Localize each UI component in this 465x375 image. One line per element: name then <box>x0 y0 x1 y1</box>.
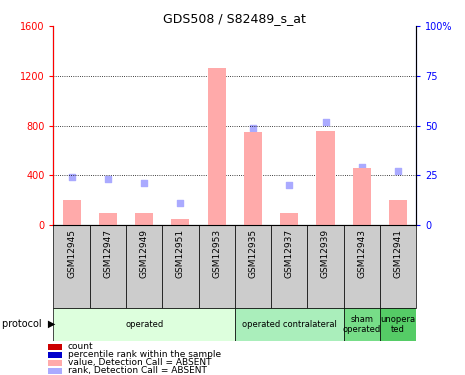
Point <box>68 174 75 180</box>
Bar <box>162 225 199 308</box>
Text: operated contralateral: operated contralateral <box>242 320 337 329</box>
Text: GSM12953: GSM12953 <box>212 229 221 278</box>
Bar <box>389 200 407 225</box>
Bar <box>126 225 162 308</box>
Bar <box>316 130 334 225</box>
Text: GSM12935: GSM12935 <box>248 229 258 278</box>
Text: value, Detection Call = ABSENT: value, Detection Call = ABSENT <box>68 358 212 367</box>
Text: GSM12949: GSM12949 <box>140 229 149 278</box>
Bar <box>171 219 189 225</box>
Text: GSM12937: GSM12937 <box>285 229 294 278</box>
Point <box>249 124 257 130</box>
Text: GSM12945: GSM12945 <box>67 229 76 278</box>
Bar <box>48 368 62 374</box>
Bar <box>90 225 126 308</box>
Bar <box>380 225 416 308</box>
Bar <box>48 360 62 366</box>
Bar <box>352 168 371 225</box>
Bar <box>307 225 344 308</box>
Bar <box>48 352 62 358</box>
Point <box>104 176 112 182</box>
Point <box>286 182 293 188</box>
Bar <box>344 308 380 341</box>
Bar <box>199 225 235 308</box>
Point <box>177 200 184 206</box>
Bar <box>280 213 298 225</box>
Point <box>140 180 148 186</box>
Text: count: count <box>68 342 93 351</box>
Text: GSM12941: GSM12941 <box>393 229 403 278</box>
Text: sham
operated: sham operated <box>343 315 381 334</box>
Bar <box>53 308 235 341</box>
Bar <box>62 200 81 225</box>
Title: GDS508 / S82489_s_at: GDS508 / S82489_s_at <box>163 12 306 25</box>
Bar <box>244 132 262 225</box>
Text: GSM12943: GSM12943 <box>357 229 366 278</box>
Point <box>213 112 220 118</box>
Text: GSM12947: GSM12947 <box>103 229 113 278</box>
Point <box>322 118 329 124</box>
Text: protocol  ▶: protocol ▶ <box>2 320 56 329</box>
Bar <box>135 213 153 225</box>
Bar <box>380 308 416 341</box>
Point <box>358 164 365 170</box>
Point <box>394 168 402 174</box>
Bar <box>344 225 380 308</box>
Bar <box>99 213 117 225</box>
Bar <box>235 225 271 308</box>
Text: GSM12939: GSM12939 <box>321 229 330 278</box>
Bar <box>48 344 62 350</box>
Text: percentile rank within the sample: percentile rank within the sample <box>68 350 221 359</box>
Text: operated: operated <box>125 320 163 329</box>
Bar <box>235 308 344 341</box>
Text: rank, Detection Call = ABSENT: rank, Detection Call = ABSENT <box>68 366 207 375</box>
Text: unopera
ted: unopera ted <box>380 315 416 334</box>
Bar <box>207 69 226 225</box>
Bar <box>53 225 90 308</box>
Bar <box>271 225 307 308</box>
Text: GSM12951: GSM12951 <box>176 229 185 278</box>
